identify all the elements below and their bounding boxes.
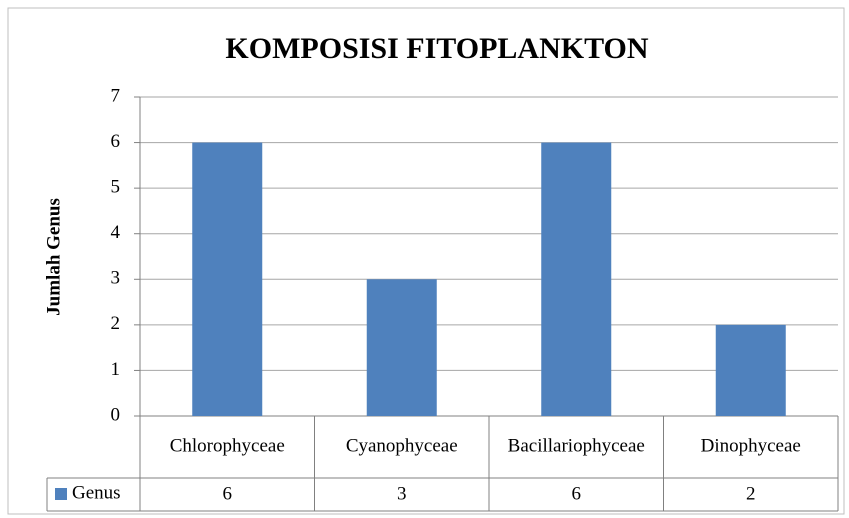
- legend-swatch: [55, 488, 67, 500]
- y-axis-label: Jumlah Genus: [43, 198, 64, 316]
- bar: [541, 142, 612, 417]
- y-tick-label: 1: [111, 359, 121, 380]
- chart-frame: [7, 7, 845, 515]
- y-tick-label: 2: [111, 313, 121, 334]
- bar: [715, 324, 786, 416]
- table-value: 6: [223, 483, 233, 504]
- y-tick-label: 7: [111, 85, 121, 106]
- y-tick-label: 3: [111, 268, 121, 289]
- y-tick-label: 4: [111, 222, 121, 243]
- x-tick-label: Chlorophyceae: [170, 435, 285, 456]
- y-tick-label: 6: [111, 131, 121, 152]
- x-tick-label: Bacillariophyceae: [508, 435, 645, 456]
- bar: [192, 142, 263, 417]
- y-tick-label: 0: [111, 404, 121, 425]
- table-value: 2: [746, 483, 756, 504]
- bar: [366, 279, 437, 416]
- legend-label: Genus: [72, 482, 121, 503]
- chart-title: KOMPOSISI FITOPLANKTON: [225, 32, 648, 65]
- table-value: 6: [572, 483, 582, 504]
- x-tick-label: Dinophyceae: [701, 435, 801, 456]
- y-tick-label: 5: [111, 177, 121, 198]
- table-value: 3: [397, 483, 407, 504]
- x-tick-label: Cyanophyceae: [346, 435, 458, 456]
